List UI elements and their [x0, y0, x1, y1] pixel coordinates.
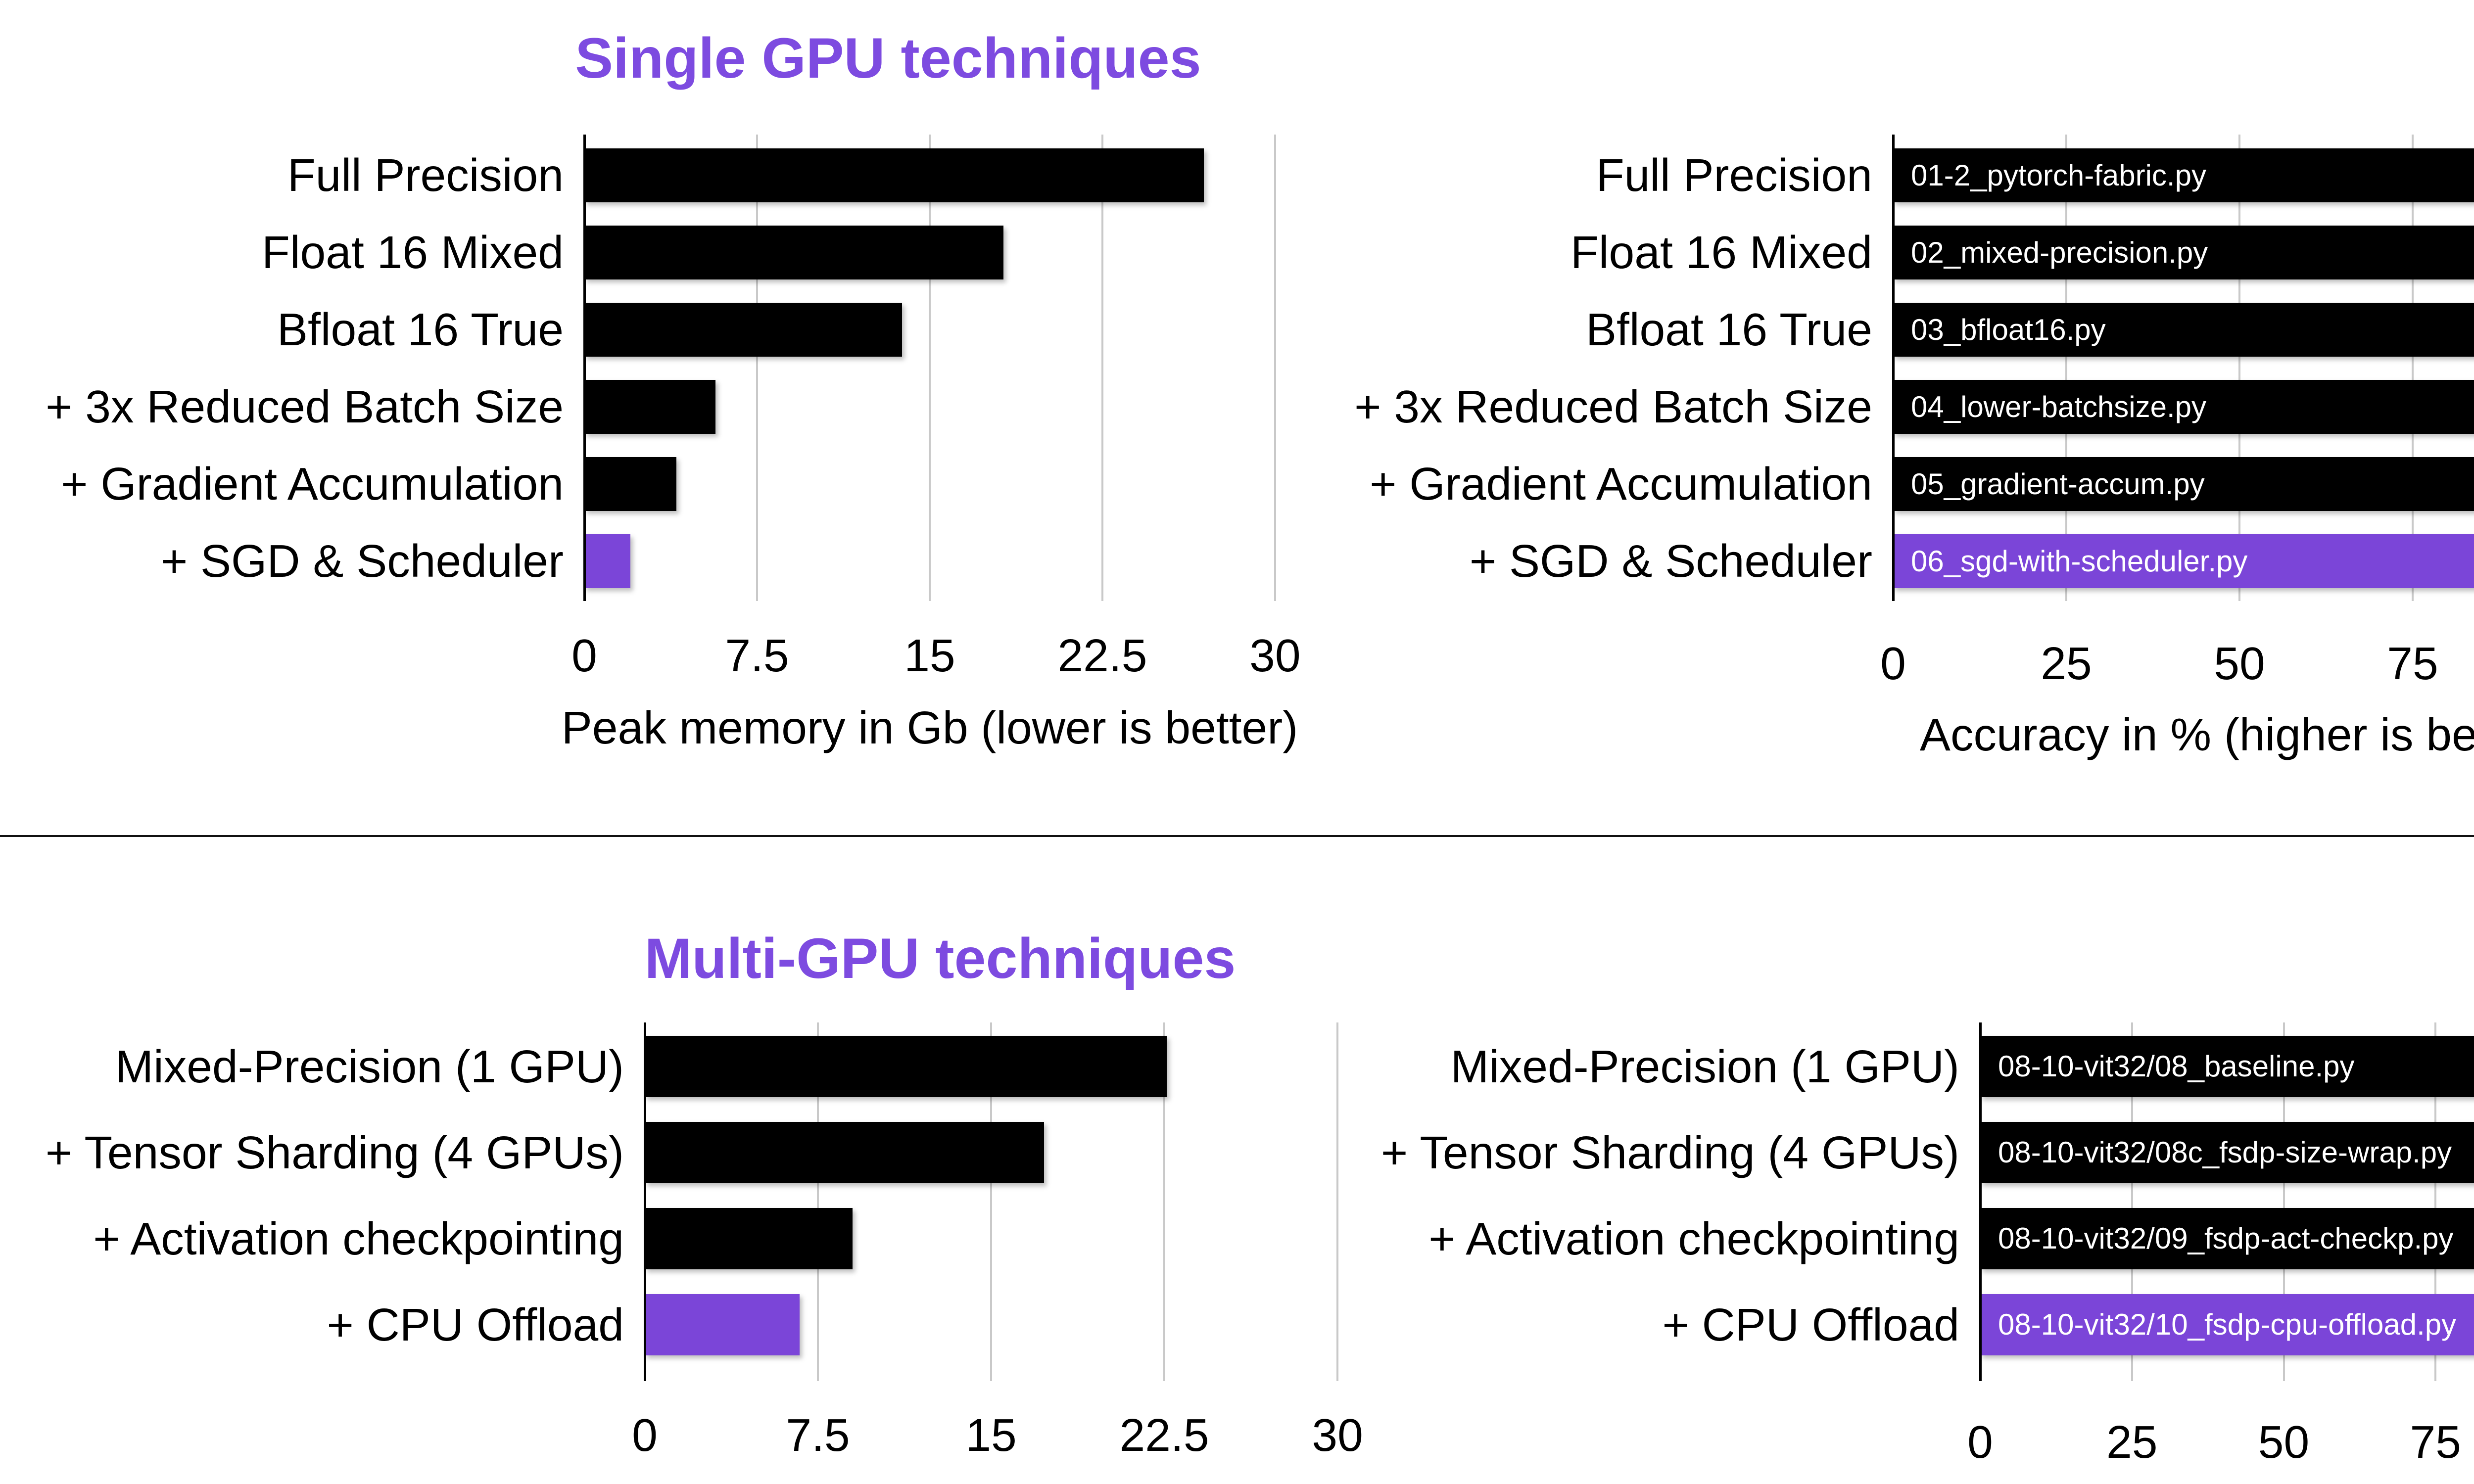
- category-label: Float 16 Mixed: [262, 227, 564, 278]
- bar-filename-label: 06_sgd-with-scheduler.py: [1911, 545, 2248, 578]
- bar-filename-label: 08-10-vit32/10_fsdp-cpu-offload.py: [1998, 1308, 2457, 1341]
- category-label: + SGD & Scheduler: [1469, 535, 1872, 587]
- category-label: + CPU Offload: [1662, 1299, 1959, 1350]
- bar-accuracy-4: [1893, 457, 2474, 511]
- bar-memory-4: [584, 457, 676, 511]
- bar-accuracy-1: [1893, 226, 2474, 279]
- bar-memory-1: [584, 226, 1003, 279]
- bar-memory-0: [645, 1036, 1167, 1097]
- x-tick-label: 0: [632, 1409, 658, 1461]
- bar-memory-3: [645, 1294, 800, 1355]
- category-label: Full Precision: [287, 149, 564, 201]
- gridline: [928, 135, 931, 601]
- bar-accuracy-0: [1893, 148, 2474, 202]
- gridline: [1163, 1022, 1166, 1381]
- category-label: Mixed-Precision (1 GPU): [1450, 1041, 1959, 1092]
- x-tick-label: 75: [2410, 1416, 2461, 1468]
- gridline: [1274, 135, 1276, 601]
- gridline: [817, 1022, 819, 1381]
- y-axis-spine: [1892, 135, 1895, 601]
- category-label: + Gradient Accumulation: [1370, 458, 1872, 510]
- y-axis-spine: [644, 1022, 646, 1381]
- bar-filename-label: 08-10-vit32/08_baseline.py: [1998, 1050, 2355, 1083]
- gridline: [2065, 135, 2067, 601]
- category-label: + Tensor Sharding (4 GPUs): [1380, 1127, 1959, 1178]
- x-tick-label: 7.5: [725, 630, 789, 681]
- bar-filename-label: 03_bfloat16.py: [1911, 313, 2106, 346]
- x-axis-label-accuracy: Accuracy in % (higher is better): [1919, 709, 2474, 760]
- bar-accuracy-0: [1980, 1036, 2474, 1097]
- bar-accuracy-3: [1893, 380, 2474, 434]
- bar-memory-0: [584, 148, 1204, 202]
- x-tick-label: 22.5: [1057, 630, 1147, 681]
- category-label: + Activation checkpointing: [93, 1213, 624, 1264]
- bar-filename-label: 05_gradient-accum.py: [1911, 467, 2205, 501]
- bar-memory-1: [645, 1122, 1044, 1183]
- category-label: Bfloat 16 True: [1585, 304, 1872, 355]
- category-label: + Gradient Accumulation: [61, 458, 564, 510]
- x-axis-label-peak-memory: Peak memory in Gb (lower is better): [561, 702, 1298, 753]
- section-divider-line: [0, 835, 2474, 837]
- bar-accuracy-2: [1980, 1208, 2474, 1269]
- bar-memory-3: [584, 380, 715, 434]
- category-label: + 3x Reduced Batch Size: [46, 381, 564, 432]
- category-label: Mixed-Precision (1 GPU): [115, 1041, 624, 1092]
- bar-filename-label: 01-2_pytorch-fabric.py: [1911, 159, 2206, 192]
- category-label: + Tensor Sharding (4 GPUs): [45, 1127, 624, 1178]
- category-label: Bfloat 16 True: [277, 304, 564, 355]
- category-label: + 3x Reduced Batch Size: [1354, 381, 1872, 432]
- x-tick-label: 50: [2214, 638, 2265, 689]
- bar-accuracy-3: [1980, 1294, 2474, 1355]
- category-label: Full Precision: [1596, 149, 1872, 201]
- gridline: [2131, 1022, 2133, 1381]
- gridline: [2412, 135, 2414, 601]
- bar-accuracy-2: [1893, 303, 2474, 357]
- x-tick-label: 50: [2258, 1416, 2310, 1468]
- x-tick-label: 15: [965, 1409, 1017, 1461]
- bar-memory-5: [584, 534, 630, 588]
- category-label: + SGD & Scheduler: [160, 535, 564, 587]
- x-tick-label: 7.5: [786, 1409, 850, 1461]
- bar-filename-label: 04_lower-batchsize.py: [1911, 390, 2206, 423]
- category-label: + Activation checkpointing: [1428, 1213, 1959, 1264]
- x-tick-label: 22.5: [1119, 1409, 1209, 1461]
- bar-filename-label: 08-10-vit32/09_fsdp-act-checkp.py: [1998, 1222, 2454, 1255]
- gridline: [2283, 1022, 2285, 1381]
- bar-accuracy-5: [1893, 534, 2474, 588]
- x-tick-label: 0: [1967, 1416, 1993, 1468]
- chart-title-single-gpu: Single GPU techniques: [575, 27, 1201, 90]
- gridline: [1101, 135, 1103, 601]
- bar-accuracy-1: [1980, 1122, 2474, 1183]
- x-tick-label: 30: [1312, 1409, 1363, 1461]
- gridline: [990, 1022, 993, 1381]
- y-axis-spine: [1979, 1022, 1982, 1381]
- gridline: [756, 135, 758, 601]
- x-tick-label: 15: [904, 630, 955, 681]
- gridline: [1336, 1022, 1339, 1381]
- x-tick-label: 0: [1880, 638, 1906, 689]
- category-label: + CPU Offload: [327, 1299, 624, 1350]
- x-tick-label: 25: [2041, 638, 2092, 689]
- chart-title-multi-gpu: Multi-GPU techniques: [644, 927, 1236, 990]
- x-tick-label: 25: [2106, 1416, 2158, 1468]
- bar-memory-2: [584, 303, 902, 357]
- x-tick-label: 30: [1249, 630, 1301, 681]
- x-tick-label: 75: [2387, 638, 2438, 689]
- bar-memory-2: [645, 1208, 853, 1269]
- bar-filename-label: 02_mixed-precision.py: [1911, 236, 2208, 269]
- gridline: [2434, 1022, 2437, 1381]
- x-tick-label: 0: [571, 630, 597, 681]
- gridline: [2238, 135, 2240, 601]
- category-label: Float 16 Mixed: [1570, 227, 1872, 278]
- y-axis-spine: [583, 135, 586, 601]
- bar-filename-label: 08-10-vit32/08c_fsdp-size-wrap.py: [1998, 1136, 2452, 1169]
